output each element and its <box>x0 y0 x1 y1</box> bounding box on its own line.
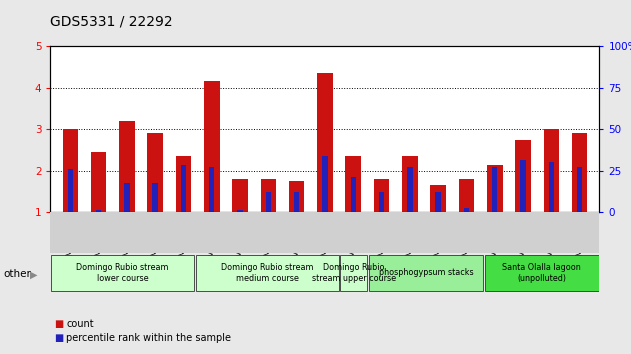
Bar <box>204 81 220 212</box>
Bar <box>91 152 107 212</box>
Text: ▶: ▶ <box>30 269 38 279</box>
Text: phosphogypsum stacks: phosphogypsum stacks <box>379 268 473 278</box>
Bar <box>209 167 215 212</box>
Bar <box>346 156 361 212</box>
Text: ■: ■ <box>54 319 63 329</box>
Bar <box>62 129 78 212</box>
Bar <box>521 160 526 212</box>
Bar <box>266 192 271 212</box>
Bar <box>322 156 327 212</box>
Bar <box>548 162 554 212</box>
Bar <box>51 255 194 291</box>
Bar <box>153 183 158 212</box>
Bar <box>232 179 248 212</box>
Text: count: count <box>66 319 94 329</box>
Bar <box>407 167 413 212</box>
Bar <box>237 210 243 212</box>
Bar <box>96 210 102 212</box>
Bar <box>572 133 587 212</box>
Text: other: other <box>3 269 31 279</box>
Bar <box>119 121 134 212</box>
Bar <box>464 208 469 212</box>
Bar <box>175 156 191 212</box>
Text: ■: ■ <box>54 333 63 343</box>
Bar <box>196 255 339 291</box>
Bar <box>351 177 356 212</box>
Bar <box>148 133 163 212</box>
Bar <box>68 169 73 212</box>
Bar <box>577 167 582 212</box>
Text: GDS5331 / 22292: GDS5331 / 22292 <box>50 14 173 28</box>
Bar <box>369 255 483 291</box>
Bar <box>543 129 559 212</box>
Text: Santa Olalla lagoon
(unpolluted): Santa Olalla lagoon (unpolluted) <box>502 263 581 282</box>
Bar <box>402 156 418 212</box>
Bar <box>261 179 276 212</box>
Bar <box>485 255 599 291</box>
Text: percentile rank within the sample: percentile rank within the sample <box>66 333 231 343</box>
Text: Domingo Rubio stream
medium course: Domingo Rubio stream medium course <box>221 263 314 282</box>
Bar <box>430 185 446 212</box>
Bar <box>516 139 531 212</box>
Bar <box>124 183 129 212</box>
Bar <box>435 192 441 212</box>
Text: Domingo Rubio
stream upper course: Domingo Rubio stream upper course <box>312 263 396 282</box>
Bar <box>180 165 186 212</box>
Text: Domingo Rubio stream
lower course: Domingo Rubio stream lower course <box>76 263 169 282</box>
Bar <box>340 255 367 291</box>
Bar <box>492 167 497 212</box>
Bar <box>374 179 389 212</box>
Bar <box>317 73 333 212</box>
Bar <box>289 181 304 212</box>
Bar <box>379 192 384 212</box>
Bar <box>294 192 299 212</box>
Bar <box>459 179 475 212</box>
Bar <box>487 165 502 212</box>
